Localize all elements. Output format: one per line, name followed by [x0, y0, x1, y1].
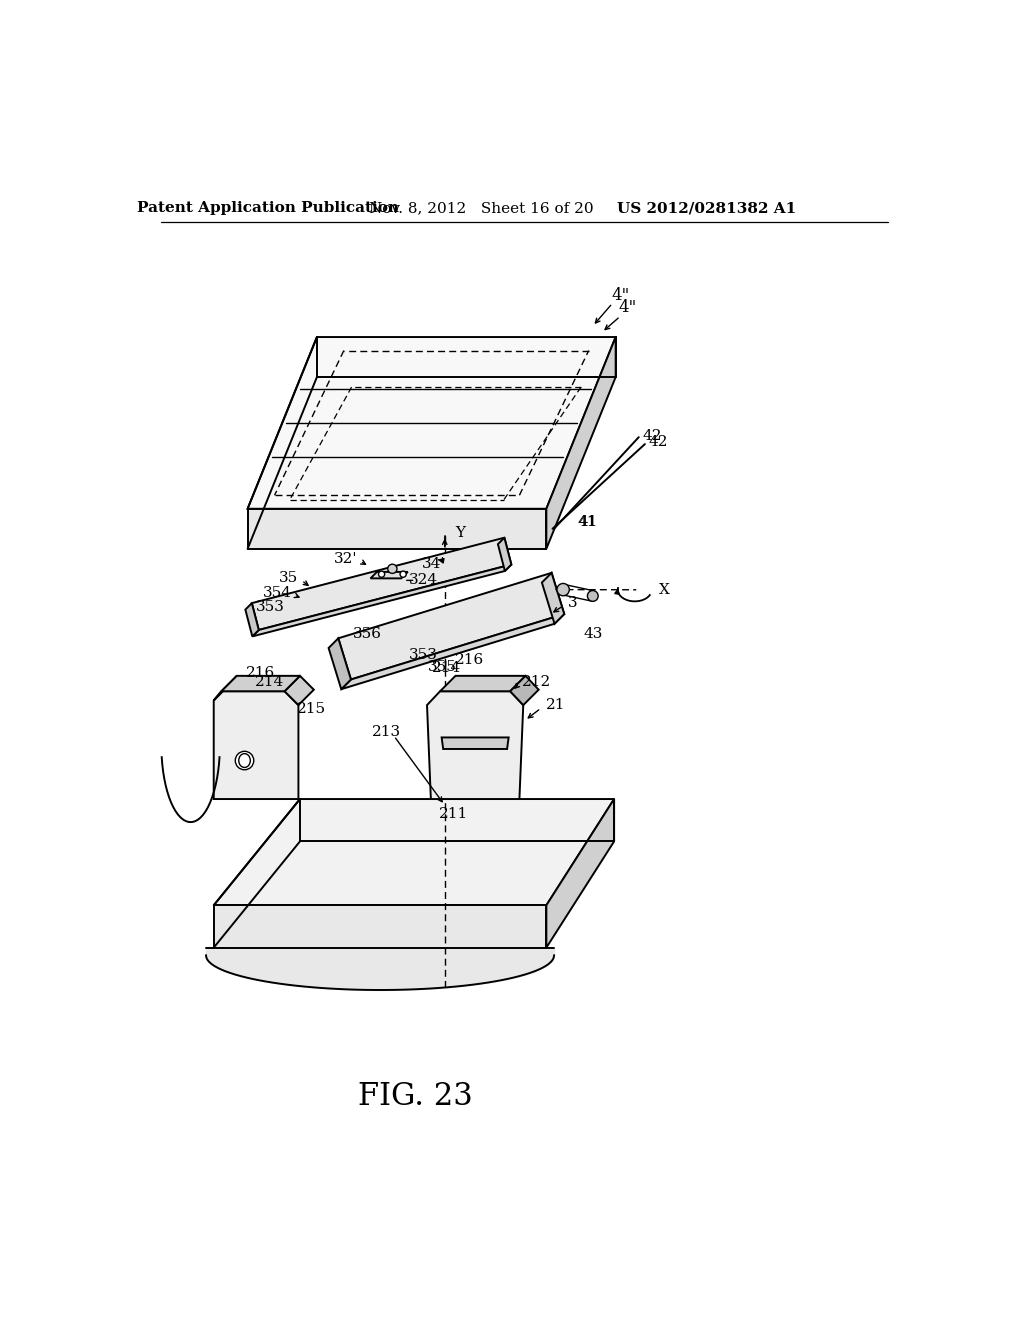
Text: Patent Application Publication: Patent Application Publication	[136, 202, 398, 215]
Circle shape	[588, 590, 598, 602]
Text: 211: 211	[439, 808, 469, 821]
Polygon shape	[214, 692, 298, 799]
Text: 215: 215	[297, 702, 326, 715]
Text: 353: 353	[409, 648, 437, 663]
Text: 324: 324	[409, 573, 437, 587]
Polygon shape	[547, 799, 614, 948]
Text: 353: 353	[256, 601, 285, 614]
Circle shape	[388, 564, 397, 573]
Polygon shape	[248, 337, 615, 508]
Text: 214: 214	[432, 661, 461, 675]
Text: 216: 216	[455, 652, 484, 667]
Polygon shape	[498, 537, 511, 572]
Polygon shape	[329, 639, 351, 689]
Text: Y: Y	[456, 527, 466, 540]
Text: US 2012/0281382 A1: US 2012/0281382 A1	[616, 202, 796, 215]
Polygon shape	[252, 537, 511, 630]
Circle shape	[236, 751, 254, 770]
Polygon shape	[285, 676, 313, 705]
Polygon shape	[440, 676, 525, 692]
Text: 41: 41	[579, 515, 598, 529]
Text: 213: 213	[372, 725, 400, 739]
Polygon shape	[338, 573, 564, 680]
Polygon shape	[246, 603, 259, 636]
Polygon shape	[341, 614, 564, 689]
Text: 42: 42	[649, 434, 669, 449]
Text: 43: 43	[584, 627, 603, 642]
Text: 21: 21	[547, 698, 566, 711]
Circle shape	[557, 583, 569, 595]
Text: 34': 34'	[422, 557, 444, 572]
Text: FIG. 23: FIG. 23	[358, 1081, 473, 1111]
Polygon shape	[547, 337, 615, 549]
Text: 35: 35	[280, 572, 298, 585]
Polygon shape	[214, 799, 614, 906]
Text: 32': 32'	[334, 552, 357, 566]
Text: 4": 4"	[618, 300, 637, 317]
Polygon shape	[371, 572, 408, 578]
Text: 4": 4"	[611, 286, 630, 304]
Text: 42: 42	[643, 429, 663, 442]
Polygon shape	[214, 676, 237, 701]
Polygon shape	[214, 906, 547, 948]
Polygon shape	[542, 573, 564, 624]
Polygon shape	[221, 676, 300, 692]
Text: 355: 355	[428, 660, 457, 673]
Text: 3: 3	[568, 597, 578, 610]
Text: 214: 214	[255, 675, 285, 689]
Ellipse shape	[239, 754, 250, 767]
Polygon shape	[510, 676, 539, 705]
Text: 212: 212	[521, 675, 551, 689]
Polygon shape	[427, 692, 523, 799]
Text: 216: 216	[246, 665, 275, 680]
Text: Nov. 8, 2012   Sheet 16 of 20: Nov. 8, 2012 Sheet 16 of 20	[369, 202, 593, 215]
Polygon shape	[441, 738, 509, 748]
Polygon shape	[252, 565, 511, 636]
Text: 354: 354	[263, 586, 292, 601]
Polygon shape	[248, 508, 547, 549]
Text: 356: 356	[353, 627, 382, 642]
Circle shape	[379, 572, 385, 577]
Text: 41: 41	[578, 515, 597, 529]
Text: X: X	[659, 583, 671, 597]
Circle shape	[400, 572, 407, 577]
